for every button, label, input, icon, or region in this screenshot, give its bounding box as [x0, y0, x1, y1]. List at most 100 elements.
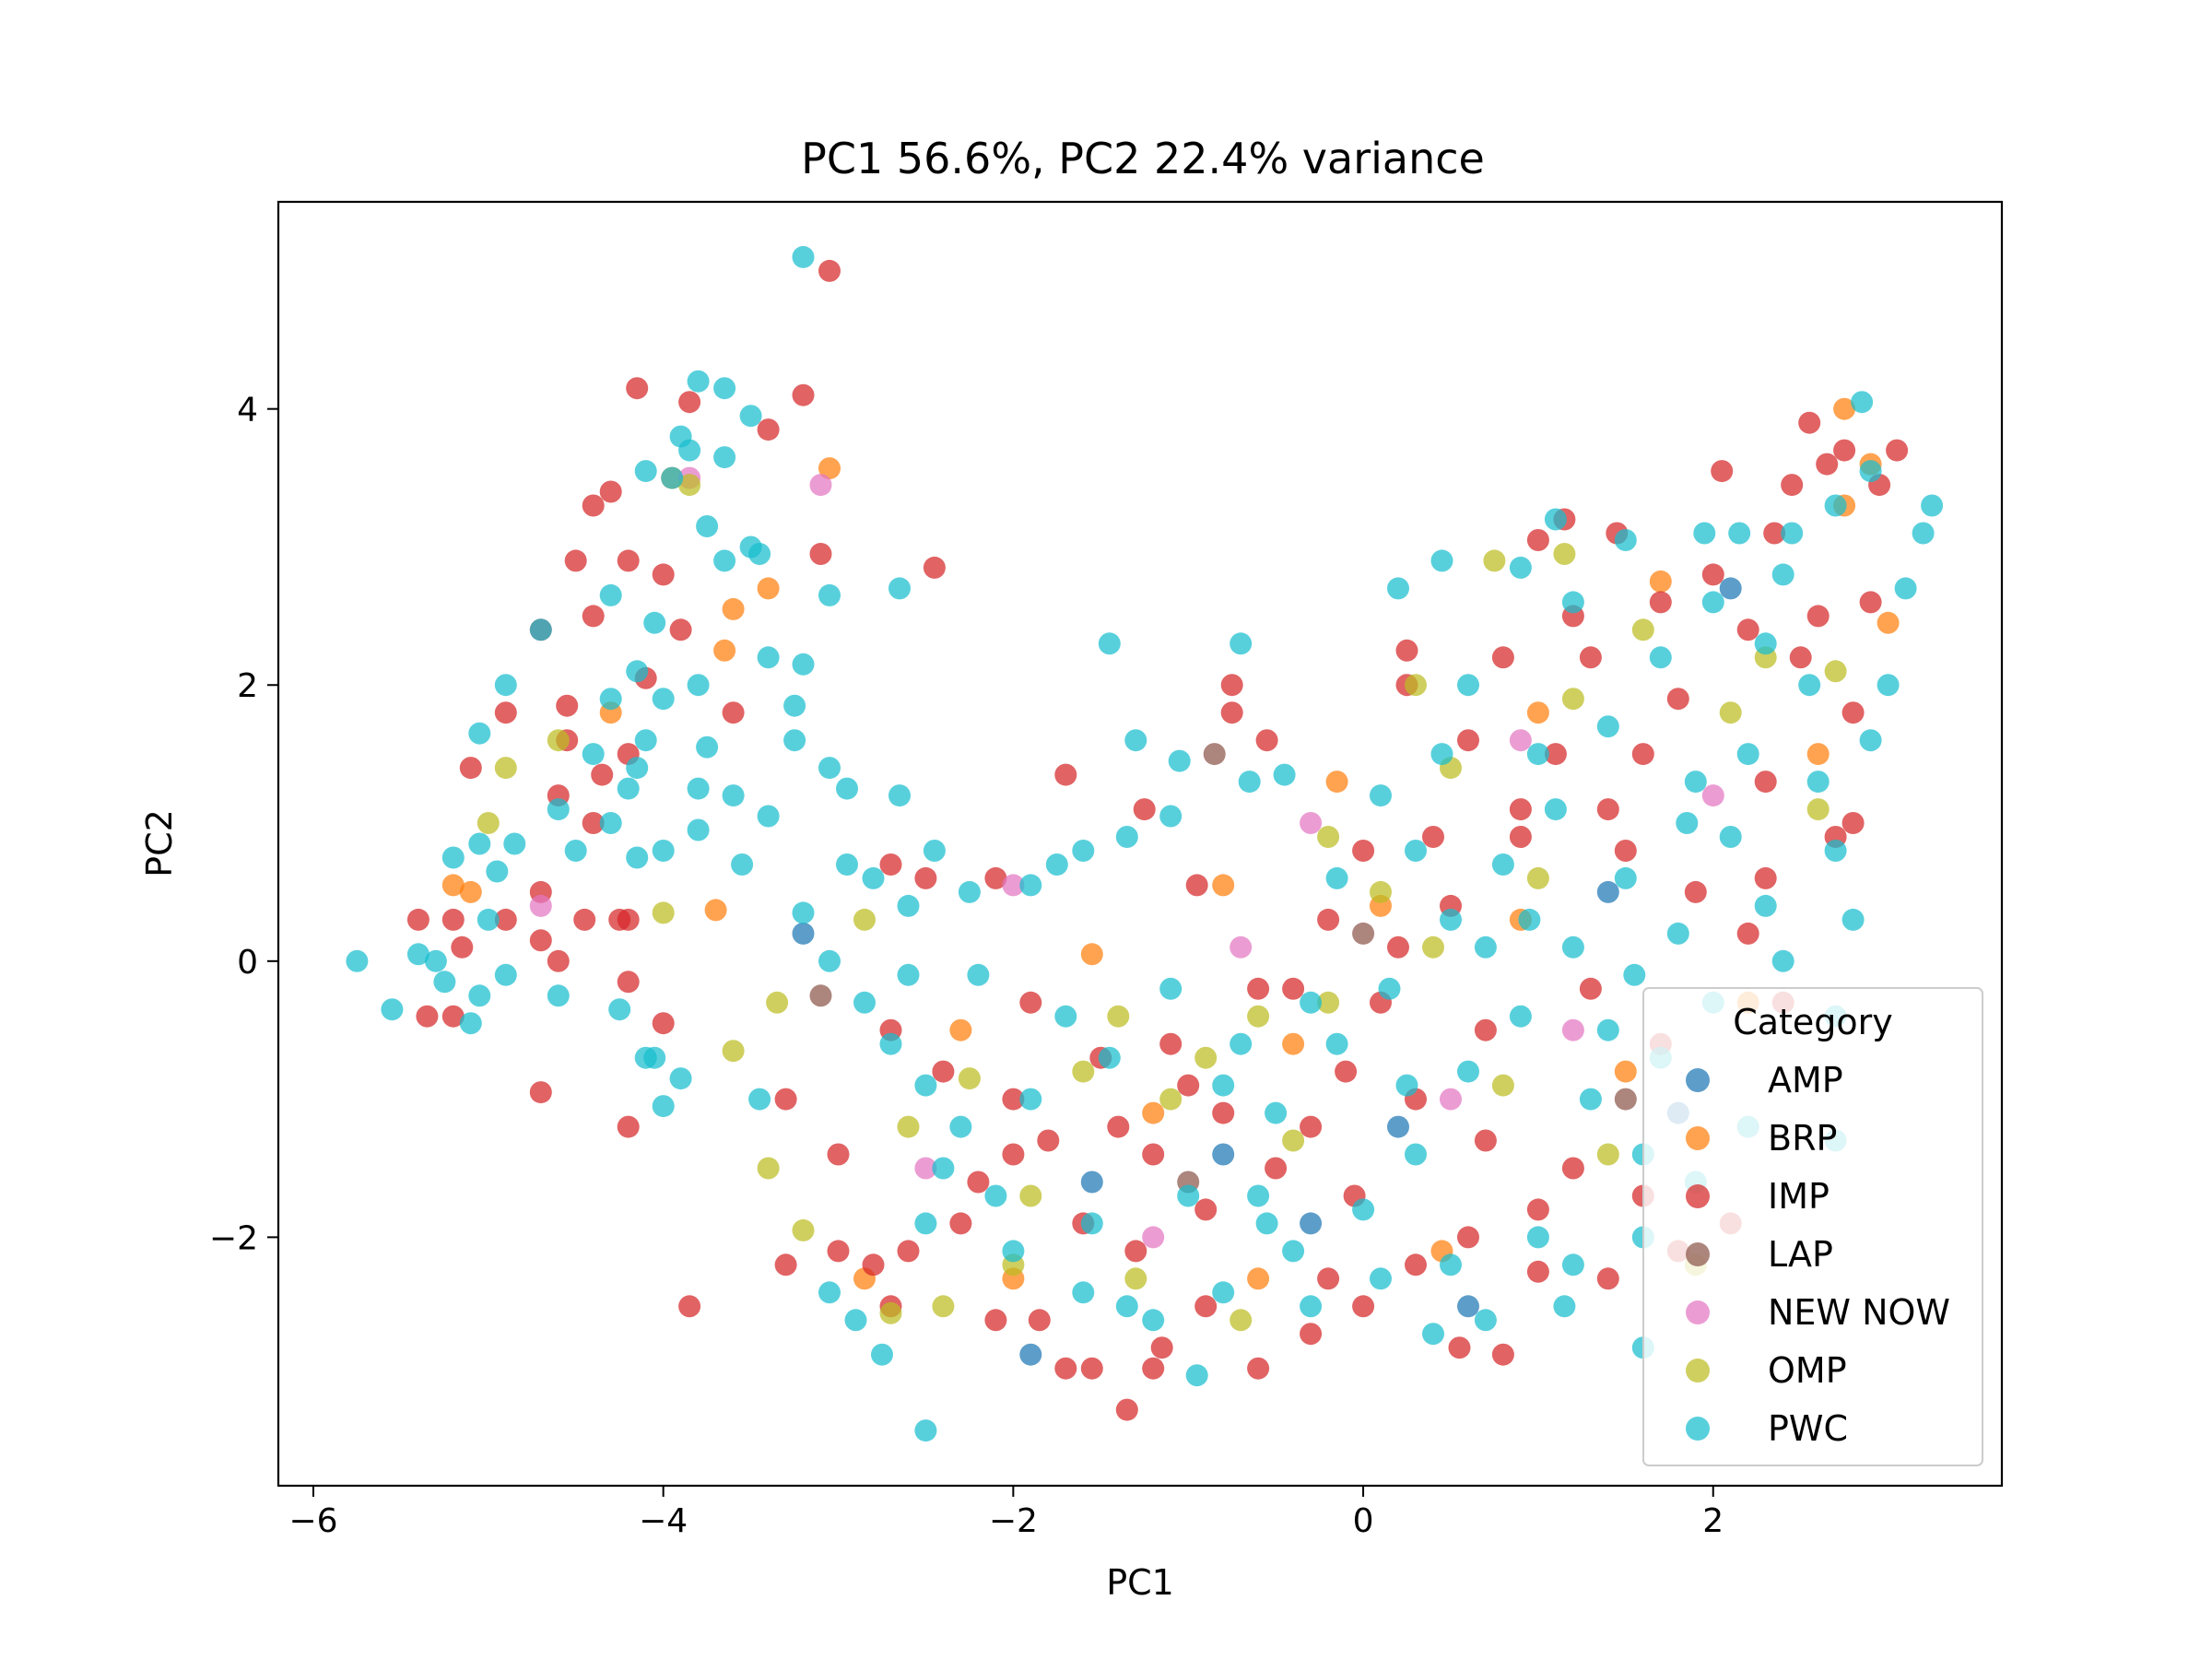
point-omp	[1072, 1060, 1095, 1083]
point-pwc	[836, 853, 858, 876]
point-imp	[949, 1212, 972, 1235]
point-imp	[967, 1171, 990, 1194]
point-pwc	[958, 880, 981, 903]
point-omp	[792, 1218, 815, 1241]
point-brp	[1142, 1101, 1165, 1124]
point-omp	[722, 1040, 745, 1063]
point-pwc	[1370, 784, 1392, 807]
point-imp	[582, 812, 605, 834]
point-imp	[1185, 874, 1208, 897]
point-imp	[564, 549, 587, 572]
point-pwc	[1168, 749, 1191, 772]
point-pwc	[626, 846, 649, 869]
point-pwc	[932, 1157, 955, 1180]
y-tick-label: 0	[237, 944, 258, 982]
point-pwc	[1666, 922, 1689, 945]
point-pwc	[722, 784, 745, 807]
point-imp	[1474, 1018, 1497, 1041]
point-omp	[1282, 1129, 1305, 1152]
point-pwc	[486, 860, 509, 883]
point-pwc	[652, 840, 675, 862]
y-axis: −2 0 2 4	[209, 392, 278, 1257]
point-pwc	[696, 735, 719, 759]
point-brp	[1833, 397, 1856, 420]
point-omp	[1370, 880, 1392, 903]
point-pwc	[1544, 508, 1567, 531]
point-imp	[1142, 1357, 1165, 1380]
point-pwc	[1474, 1309, 1497, 1332]
point-imp	[1649, 591, 1672, 614]
point-imp	[573, 908, 596, 931]
x-tick-label: −2	[989, 1502, 1038, 1540]
point-brp	[949, 1018, 972, 1041]
point-pwc	[984, 1184, 1007, 1207]
point-pwc	[853, 991, 876, 1014]
point-new-now	[1440, 1088, 1462, 1111]
point-pwc	[424, 949, 447, 972]
point-pwc	[1676, 812, 1699, 834]
point-imp	[1763, 522, 1786, 545]
legend-label-imp: IMP	[1768, 1176, 1830, 1217]
point-imp	[897, 1240, 920, 1263]
point-pwc	[652, 1095, 675, 1118]
point-pwc	[1614, 866, 1637, 889]
point-pwc	[1019, 1088, 1042, 1111]
point-pwc	[1509, 1005, 1532, 1028]
point-imp	[1509, 798, 1532, 821]
point-imp	[1265, 1157, 1288, 1180]
point-imp	[1509, 826, 1532, 848]
point-imp	[678, 1295, 701, 1318]
point-pwc	[1894, 577, 1917, 600]
point-pwc	[1282, 1240, 1305, 1263]
point-imp	[1115, 1398, 1138, 1421]
point-pwc	[669, 1067, 692, 1090]
point-pwc	[503, 832, 526, 855]
point-brp	[757, 577, 780, 600]
point-imp	[1177, 1074, 1200, 1097]
point-pwc	[468, 722, 491, 745]
point-pwc	[346, 949, 369, 972]
point-omp	[853, 908, 876, 931]
point-pwc	[678, 439, 701, 462]
point-pwc	[1238, 771, 1261, 794]
point-pwc	[1159, 805, 1182, 828]
point-pwc	[661, 466, 684, 489]
point-new-now	[1561, 1018, 1584, 1041]
legend-label-amp: AMP	[1768, 1060, 1843, 1100]
legend-marker-pwc	[1686, 1417, 1710, 1441]
point-imp	[984, 866, 1007, 889]
point-imp	[827, 1240, 850, 1263]
point-amp	[1212, 1143, 1235, 1166]
point-pwc	[1771, 563, 1794, 586]
point-pwc	[1457, 674, 1479, 697]
point-brp	[713, 639, 736, 662]
point-pwc	[818, 1281, 841, 1304]
point-pwc	[1518, 908, 1541, 931]
point-pwc	[547, 798, 570, 821]
legend-label-pwc: PWC	[1768, 1408, 1848, 1449]
point-pwc	[617, 777, 640, 800]
point-pwc	[1544, 798, 1567, 821]
point-amp	[1300, 1212, 1323, 1235]
point-imp	[1054, 1357, 1077, 1380]
point-imp	[1754, 866, 1777, 889]
point-new-now	[529, 894, 552, 917]
point-pwc	[687, 777, 710, 800]
point-pwc	[1877, 674, 1900, 697]
y-tick-label: 4	[237, 392, 258, 429]
point-amp	[1719, 577, 1742, 600]
point-imp	[1474, 1129, 1497, 1152]
point-imp	[1387, 935, 1409, 959]
point-imp	[879, 853, 902, 876]
point-pwc	[1474, 935, 1497, 959]
point-omp	[1553, 543, 1576, 565]
point-pwc	[1561, 1253, 1584, 1277]
point-pwc	[1115, 1295, 1138, 1318]
point-pwc	[441, 846, 465, 869]
point-pwc	[1526, 743, 1549, 766]
point-pwc	[792, 901, 815, 924]
point-imp	[1701, 563, 1724, 586]
legend-label-new-now: NEW NOW	[1768, 1292, 1950, 1333]
point-pwc	[1378, 977, 1401, 1000]
point-pwc	[687, 370, 710, 393]
